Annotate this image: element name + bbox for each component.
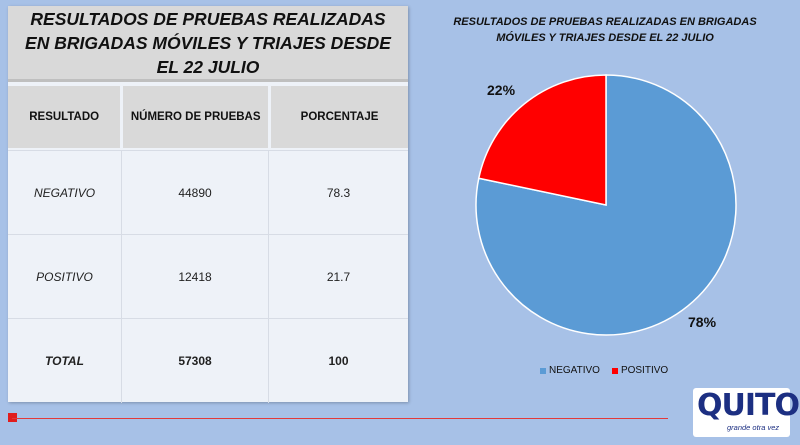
table-row-total: TOTAL 57308 100: [8, 318, 408, 403]
data-label-positivo: 22%: [487, 82, 516, 98]
cell-pruebas: 44890: [122, 151, 269, 235]
legend-label: NEGATIVO: [549, 365, 600, 376]
chart-legend: NEGATIVO POSITIVO: [540, 365, 668, 376]
divider-line: [12, 418, 668, 419]
slide-marker: [8, 413, 17, 422]
table-header-row: RESULTADO NÚMERO DE PRUEBAS PORCENTAJE: [8, 86, 409, 150]
quito-logo: QUITO grande otra vez: [693, 388, 800, 437]
cell-resultado: TOTAL: [8, 319, 122, 403]
legend-swatch: [611, 367, 618, 374]
legend-item-negativo: NEGATIVO: [540, 365, 600, 376]
logo-tagline: grande otra vez: [727, 423, 780, 432]
table-title: RESULTADOS DE PRUEBAS REALIZADAS EN BRIG…: [8, 6, 408, 82]
legend-swatch: [540, 367, 546, 374]
table-row: NEGATIVO 44890 78.3: [8, 150, 408, 235]
data-label-negativo: 78%: [688, 314, 717, 330]
header-resultado: RESULTADO: [8, 86, 121, 148]
cell-pruebas: 57308: [122, 319, 269, 403]
cell-porcentaje: 21.7: [326, 270, 351, 284]
pie-slice-positivo: [477, 74, 607, 206]
legend-label: POSITIVO: [620, 365, 669, 376]
cell-resultado: POSITIVO: [8, 235, 122, 319]
table-row: POSITIVO 12418 21.7: [8, 234, 408, 319]
results-table: RESULTADOS DE PRUEBAS REALIZADAS EN BRIG…: [8, 6, 409, 403]
cell-porcentaje: 100: [328, 354, 349, 368]
cell-porcentaje: 78.3: [326, 186, 351, 200]
pie-slice-negativo: [475, 74, 737, 336]
logo-text: QUITO: [697, 388, 800, 423]
header-numero-pruebas: NÚMERO DE PRUEBAS: [123, 86, 269, 148]
legend-item-positivo: POSITIVO: [611, 365, 669, 376]
chart-title: RESULTADOS DE PRUEBAS REALIZADAS EN BRIG…: [453, 16, 757, 44]
cell-pruebas: 12418: [122, 235, 269, 319]
cell-resultado: NEGATIVO: [8, 151, 122, 235]
header-porcentaje: PORCENTAJE: [271, 86, 409, 148]
